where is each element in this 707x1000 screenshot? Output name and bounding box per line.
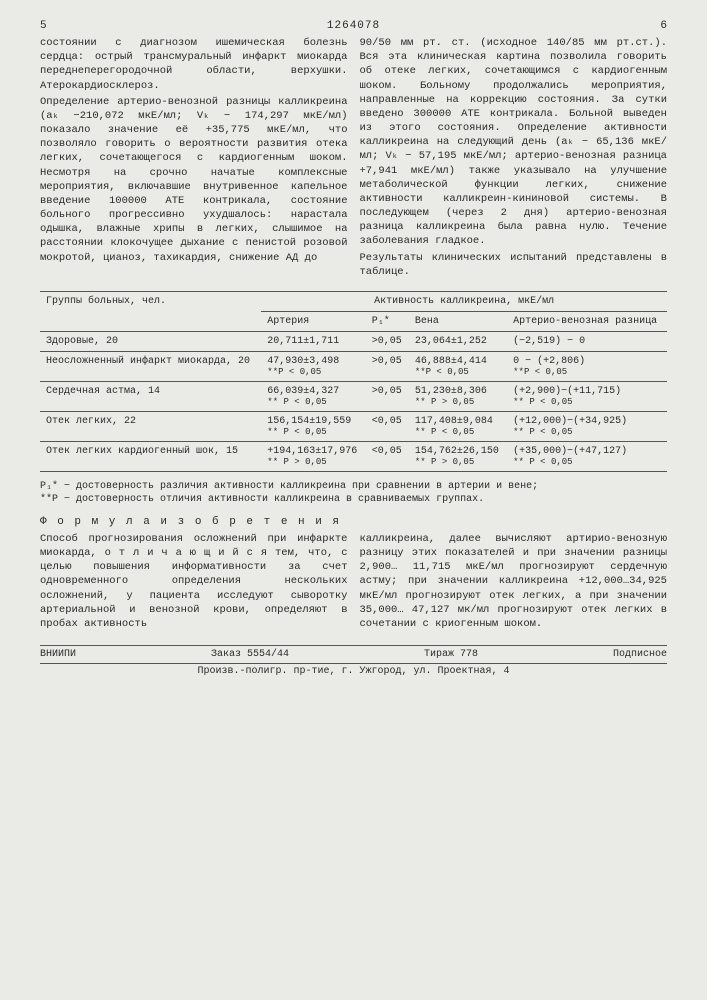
table-cell: 20,711±1,711 (261, 331, 365, 351)
table-cell: 51,230±8,306** P > 0,05 (409, 381, 507, 411)
table-cell: 0 − (+2,806)**P < 0,05 (507, 351, 667, 381)
table-row: Отек легких кардиогенный шок, 15+194,163… (40, 441, 667, 471)
th-activity: Активность калликреина, мкЕ/мл (261, 291, 667, 311)
table-cell: 47,930±3,498**P < 0,05 (261, 351, 365, 381)
table-cell: >0,05 (366, 381, 409, 411)
footer-order: Заказ 5554/44 (211, 649, 289, 660)
th-vena: Вена (409, 311, 507, 331)
formula-right: калликреина, далее вычисляют артирио-вен… (360, 532, 668, 631)
right-p1: 90/50 мм рт. ст. (исходное 140/85 мм рт.… (360, 36, 668, 249)
table-cell: <0,05 (366, 411, 409, 441)
table-row: Неосложненный инфаркт миокарда, 2047,930… (40, 351, 667, 381)
th-avr: Артерио-венозная разница (507, 311, 667, 331)
table-row: Здоровые, 2020,711±1,711>0,0523,064±1,25… (40, 331, 667, 351)
footer-org: ВНИИПИ (40, 649, 76, 660)
table-row: Сердечная астма, 1466,039±4,327** P < 0,… (40, 381, 667, 411)
table-body: Здоровые, 2020,711±1,711>0,0523,064±1,25… (40, 331, 667, 471)
right-column: 90/50 мм рт. ст. (исходное 140/85 мм рт.… (360, 36, 668, 281)
table-cell: +194,163±17,976** P > 0,05 (261, 441, 365, 471)
table-cell: Неосложненный инфаркт миокарда, 20 (40, 351, 261, 381)
body-columns: состоянии с диагнозом ишемическая болезн… (40, 36, 667, 281)
table-row: Отек легких, 22156,154±19,559** P < 0,05… (40, 411, 667, 441)
left-p1: состоянии с диагнозом ишемическая болезн… (40, 36, 348, 93)
table-cell: (+12,000)−(+34,925)** P < 0,05 (507, 411, 667, 441)
footer-bar: ВНИИПИ Заказ 5554/44 Тираж 778 Подписное (40, 645, 667, 664)
left-column: состоянии с диагнозом ишемическая болезн… (40, 36, 348, 281)
table-cell: 117,408±9,084** P < 0,05 (409, 411, 507, 441)
formula-left: Способ прогнозирования осложнений при ин… (40, 532, 348, 631)
right-p2: Результаты клинических испытаний предста… (360, 251, 668, 279)
footnotes: P₁* − достоверность различия активности … (40, 480, 667, 506)
doc-number: 1264078 (327, 20, 380, 32)
data-table: Группы больных, чел. Активность калликре… (40, 291, 667, 472)
table-cell: (+35,000)−(+47,127)** P < 0,05 (507, 441, 667, 471)
th-p: P₁* (366, 311, 409, 331)
table-cell: >0,05 (366, 331, 409, 351)
footer-sub: Подписное (613, 649, 667, 660)
table-cell: Отек легких кардиогенный шок, 15 (40, 441, 261, 471)
footer-address: Произв.-полигр. пр-тие, г. Ужгород, ул. … (40, 666, 667, 677)
table-cell: Здоровые, 20 (40, 331, 261, 351)
table-cell: 23,064±1,252 (409, 331, 507, 351)
table-cell: >0,05 (366, 351, 409, 381)
footnote-1: P₁* − достоверность различия активности … (40, 480, 667, 493)
left-p2: Определение артерио-венозной разницы кал… (40, 95, 348, 265)
header-page-nums: 5 1264078 6 (40, 20, 667, 32)
formula-columns: Способ прогнозирования осложнений при ин… (40, 532, 667, 631)
footer-tirazh: Тираж 778 (424, 649, 478, 660)
page: 5 1264078 6 состоянии с диагнозом ишемич… (0, 0, 707, 1000)
page-num-right: 6 (660, 20, 667, 32)
table-cell: (+2,900)−(+11,715)** P < 0,05 (507, 381, 667, 411)
table-cell: (−2,519) − 0 (507, 331, 667, 351)
table-cell: 66,039±4,327** P < 0,05 (261, 381, 365, 411)
table-cell: 156,154±19,559** P < 0,05 (261, 411, 365, 441)
table-cell: <0,05 (366, 441, 409, 471)
table-cell: 154,762±26,150** P > 0,05 (409, 441, 507, 471)
table-cell: Отек легких, 22 (40, 411, 261, 441)
table-cell: Сердечная астма, 14 (40, 381, 261, 411)
page-num-left: 5 (40, 20, 47, 32)
th-art: Артерия (261, 311, 365, 331)
formula-title: Ф о р м у л а и з о б р е т е н и я (40, 516, 667, 528)
footnote-2: **P − достоверность отличия активности к… (40, 493, 667, 506)
th-group: Группы больных, чел. (40, 291, 261, 331)
table-cell: 46,888±4,414**P < 0,05 (409, 351, 507, 381)
